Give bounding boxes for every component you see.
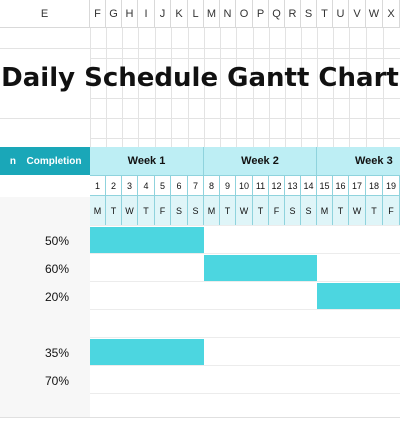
day-letter-cell[interactable]: S	[188, 196, 204, 225]
day-letter-cell[interactable]: T	[333, 196, 349, 225]
day-number-cell[interactable]: 13	[285, 175, 301, 196]
day-number-cell[interactable]: 7	[188, 175, 204, 196]
day-number-cell[interactable]: 5	[155, 175, 171, 196]
day-number-cell[interactable]: 9	[220, 175, 236, 196]
column-header-o[interactable]: O	[236, 0, 253, 28]
day-number-cell[interactable]: 12	[269, 175, 285, 196]
column-header-u[interactable]: U	[333, 0, 349, 28]
day-number-cell[interactable]: 3	[122, 175, 138, 196]
day-letter-cell[interactable]: T	[253, 196, 269, 225]
column-header-n[interactable]: N	[220, 0, 236, 28]
day-letter-cell[interactable]: S	[301, 196, 317, 225]
week-3-header[interactable]: Week 3	[317, 147, 400, 175]
week-1-header[interactable]: Week 1	[90, 147, 204, 175]
day-letter-cell[interactable]: M	[204, 196, 220, 225]
day-number-cell[interactable]: 16	[333, 175, 349, 196]
day-letter-cell[interactable]: T	[106, 196, 122, 225]
column-header-s[interactable]: S	[301, 0, 317, 28]
column-header-k[interactable]: K	[171, 0, 188, 28]
day-number-cell[interactable]: 2	[106, 175, 122, 196]
day-letter-cell[interactable]: F	[383, 196, 400, 225]
column-header-h[interactable]: H	[122, 0, 138, 28]
gantt-bar[interactable]	[90, 339, 204, 365]
gantt-bar[interactable]	[90, 227, 204, 253]
column-header-f[interactable]: F	[90, 0, 106, 28]
day-letter-cell[interactable]: M	[90, 196, 106, 225]
column-header-w[interactable]: W	[366, 0, 383, 28]
column-header-i[interactable]: I	[138, 0, 155, 28]
day-number-cell[interactable]: 17	[349, 175, 366, 196]
day-number-cell[interactable]: 15	[317, 175, 333, 196]
completion-value[interactable]: 20%	[44, 289, 69, 304]
day-letter-cell[interactable]: T	[220, 196, 236, 225]
week-2-header[interactable]: Week 2	[204, 147, 317, 175]
completion-value[interactable]	[0, 311, 90, 338]
task-name-header[interactable]: n	[0, 147, 18, 175]
completion-value[interactable]: 35%	[44, 345, 69, 360]
completion-value[interactable]: 70%	[44, 373, 69, 388]
column-header-r[interactable]: R	[285, 0, 301, 28]
day-letter-cell[interactable]: W	[236, 196, 253, 225]
column-header-v[interactable]: V	[349, 0, 366, 28]
column-header-e[interactable]: E	[0, 0, 90, 28]
completion-value[interactable]: 60%	[44, 261, 69, 276]
day-number-cell[interactable]: 4	[138, 175, 155, 196]
column-header-t[interactable]: T	[317, 0, 333, 28]
task-info-panel	[0, 197, 90, 417]
column-header-g[interactable]: G	[106, 0, 122, 28]
column-header-l[interactable]: L	[188, 0, 204, 28]
column-header-p[interactable]: P	[253, 0, 269, 28]
day-number-cell[interactable]: 18	[366, 175, 383, 196]
day-number-cell[interactable]: 19	[383, 175, 400, 196]
completion-value[interactable]: 50%	[44, 233, 69, 248]
day-number-cell[interactable]: 8	[204, 175, 220, 196]
completion-header[interactable]: Completion	[18, 147, 90, 175]
day-number-cell[interactable]: 14	[301, 175, 317, 196]
day-letter-cell[interactable]: T	[366, 196, 383, 225]
day-number-cell[interactable]: 10	[236, 175, 253, 196]
day-letter-cell[interactable]: T	[138, 196, 155, 225]
day-letter-cell[interactable]: M	[317, 196, 333, 225]
page-title: Daily Schedule Gantt Chart	[1, 63, 399, 93]
day-number-cell[interactable]: 1	[90, 175, 106, 196]
day-letter-cell[interactable]: F	[155, 196, 171, 225]
day-letter-cell[interactable]: W	[122, 196, 138, 225]
day-letter-cell[interactable]: S	[171, 196, 188, 225]
gantt-bar[interactable]	[317, 283, 400, 309]
day-letter-cell[interactable]: W	[349, 196, 366, 225]
day-number-cell[interactable]: 11	[253, 175, 269, 196]
day-letter-cell[interactable]: F	[269, 196, 285, 225]
day-number-cell[interactable]: 6	[171, 175, 188, 196]
column-header-x[interactable]: X	[383, 0, 400, 28]
column-header-q[interactable]: Q	[269, 0, 285, 28]
day-letter-cell[interactable]: S	[285, 196, 301, 225]
column-header-m[interactable]: M	[204, 0, 220, 28]
column-header-j[interactable]: J	[155, 0, 171, 28]
gantt-bar[interactable]	[204, 255, 317, 281]
